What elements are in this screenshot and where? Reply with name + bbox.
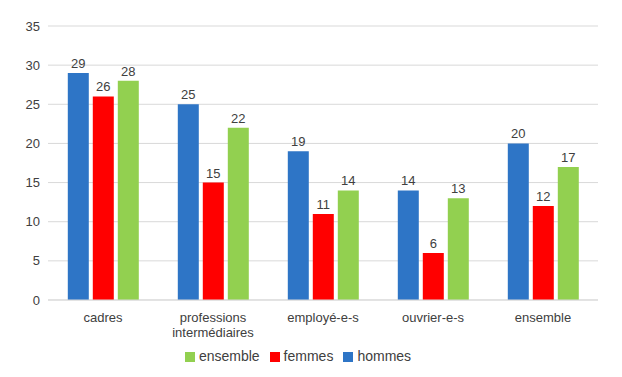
svg-text:25: 25	[181, 87, 195, 102]
html-text:hommes: hommes	[357, 348, 412, 364]
svg-text:6: 6	[430, 236, 437, 251]
svg-text:11: 11	[317, 197, 331, 212]
svg-text:0: 0	[33, 293, 40, 308]
svg-text:15: 15	[26, 175, 40, 190]
svg-text:professionsintermédiaires: professionsintermédiaires	[172, 310, 254, 340]
svg-text:5: 5	[33, 253, 40, 268]
svg-text:10: 10	[26, 214, 40, 229]
svg-text:14: 14	[401, 173, 415, 188]
svg-text:12: 12	[536, 189, 550, 204]
svg-text:29: 29	[71, 56, 85, 71]
svg-text:25: 25	[26, 97, 40, 112]
svg-text:19: 19	[291, 134, 305, 149]
html-text:ensemble: ensemble	[198, 348, 260, 364]
html-text:femmes: femmes	[283, 348, 334, 364]
svg-text:15: 15	[206, 166, 220, 181]
svg-text:ouvrier-e-s: ouvrier-e-s	[402, 310, 465, 325]
svg-text:ensemble: ensemble	[515, 310, 571, 325]
svg-text:35: 35	[26, 19, 40, 34]
svg-text:28: 28	[121, 64, 135, 79]
svg-text:22: 22	[231, 111, 245, 126]
svg-text:cadres: cadres	[83, 310, 123, 325]
svg-text:20: 20	[26, 136, 40, 151]
svg-text:26: 26	[96, 79, 110, 94]
svg-text:17: 17	[561, 150, 575, 165]
svg-text:employé-e-s: employé-e-s	[287, 310, 359, 325]
svg-text:14: 14	[341, 173, 355, 188]
svg-text:13: 13	[451, 181, 465, 196]
svg-text:30: 30	[26, 58, 40, 73]
svg-text:20: 20	[511, 126, 525, 141]
